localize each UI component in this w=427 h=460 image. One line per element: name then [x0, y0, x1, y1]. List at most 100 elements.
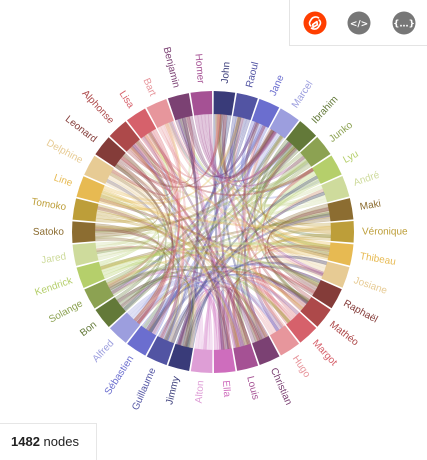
code-button[interactable]: </> [347, 11, 371, 35]
arc-thibeau[interactable] [327, 242, 354, 266]
label-hugo: Hugo [290, 354, 313, 380]
label-christian: Christian [268, 366, 294, 407]
label-alfred: Alfred [91, 338, 117, 365]
arc-delphine[interactable] [84, 155, 114, 185]
arc-guillaume[interactable] [146, 336, 175, 366]
toolbar: </> {…} [289, 0, 427, 46]
label-benjamin: Benjamin [161, 46, 182, 89]
ribbon-tomoko[interactable] [95, 214, 291, 324]
label-john: John [220, 61, 233, 84]
ribbon-bart[interactable] [166, 113, 221, 176]
arc-raphael[interactable] [312, 279, 342, 309]
ribbon-thibeau[interactable] [215, 113, 330, 253]
label-alton: Alton [194, 380, 207, 404]
arc-benjamin[interactable] [167, 93, 193, 121]
label-thibeau: Thibeau [359, 251, 396, 268]
arc-line[interactable] [76, 176, 105, 203]
ribbon-alphonse[interactable] [128, 146, 261, 342]
ribbon-lisa[interactable] [143, 134, 185, 339]
label-veronique: Véronique [362, 226, 408, 237]
label-jane: Jane [268, 73, 287, 98]
ribbon-tomoko[interactable] [96, 207, 240, 348]
arc-marcel[interactable] [269, 108, 299, 139]
node-count-badge: 1482 nodes [0, 423, 97, 460]
arc-leonard[interactable] [95, 137, 126, 167]
json-braces-icon: {…} [392, 11, 416, 35]
label-raphael: Raphaël [341, 298, 379, 325]
label-ibrahim: Ibrahim [310, 94, 341, 126]
label-alphonse: Alphonse [80, 88, 117, 126]
label-solange: Solange [47, 298, 85, 325]
label-josiane: Josiane [352, 275, 389, 297]
label-raoul: Raoul [244, 61, 261, 89]
arc-homer[interactable] [190, 91, 213, 116]
label-junko: Junko [327, 119, 355, 144]
label-maki: Maki [359, 199, 382, 213]
arc-satoko[interactable] [72, 221, 96, 243]
code-brackets-icon: </> [347, 11, 371, 35]
ribbon-jimmy[interactable] [189, 191, 326, 349]
arc-matheo[interactable] [300, 297, 331, 327]
label-lyu: Lyu [341, 149, 360, 166]
ribbon-layer [94, 113, 332, 351]
arc-solange[interactable] [84, 280, 114, 309]
ribbon-lisa[interactable] [120, 136, 174, 191]
arc-alton[interactable] [190, 348, 213, 373]
arc-tomoko[interactable] [72, 198, 99, 222]
node-count-value: 1482 [11, 434, 40, 449]
label-marcel: Marcel [290, 79, 316, 110]
ribbon-lisa[interactable] [133, 128, 181, 322]
label-line: Line [52, 173, 74, 190]
label-kendrick: Kendrick [34, 275, 75, 298]
label-ella: Ella [220, 380, 232, 398]
arc-sebastien[interactable] [127, 325, 157, 356]
label-tomoko: Tomoko [31, 197, 68, 214]
label-jared: Jared [41, 251, 67, 266]
ribbon-solange[interactable] [111, 211, 330, 297]
label-guillaume: Guillaume [130, 366, 158, 412]
logo-button[interactable] [303, 11, 327, 35]
ribbon-lisa[interactable] [136, 130, 180, 325]
label-andre: André [352, 170, 381, 189]
arc-lyu[interactable] [312, 155, 342, 184]
label-bon: Bon [78, 319, 99, 339]
arc-christian[interactable] [252, 336, 280, 366]
arc-alphonse[interactable] [109, 121, 140, 152]
arc-alfred[interactable] [109, 312, 141, 343]
arc-louis[interactable] [233, 343, 259, 371]
arc-bart[interactable] [146, 98, 174, 128]
arc-jimmy[interactable] [168, 343, 193, 371]
ribbon-tomoko[interactable] [97, 204, 268, 339]
arc-ella[interactable] [213, 348, 236, 373]
arc-jane[interactable] [251, 98, 280, 128]
ribbon-hugo[interactable] [244, 128, 286, 328]
arc-veronique[interactable] [330, 221, 354, 243]
arc-junko[interactable] [300, 137, 331, 167]
arc-margot[interactable] [286, 312, 317, 343]
label-satoko: Satoko [33, 227, 65, 238]
arc-raoul[interactable] [233, 93, 258, 121]
arc-maki[interactable] [327, 198, 354, 222]
arc-ibrahim[interactable] [285, 121, 317, 152]
ribbon-jimmy[interactable] [175, 175, 319, 346]
ribbon-line[interactable] [99, 195, 332, 230]
arc-jared[interactable] [72, 242, 99, 266]
label-leonard: Leonard [63, 114, 99, 145]
arc-bon[interactable] [95, 297, 126, 327]
data-button[interactable]: {…} [392, 11, 416, 35]
ribbon-benjamin[interactable] [178, 118, 225, 350]
ribbon-homer[interactable] [201, 114, 278, 179]
node-count-unit: nodes [43, 434, 79, 449]
arc-hugo[interactable] [269, 325, 300, 356]
arc-lisa[interactable] [126, 108, 157, 139]
ribbon-homer[interactable] [208, 113, 245, 347]
arc-john[interactable] [213, 91, 236, 116]
label-jimmy: Jimmy [164, 375, 182, 406]
svelte-logo-icon [303, 11, 327, 35]
label-louis: Louis [244, 375, 261, 401]
ribbon-leonard[interactable] [116, 161, 231, 350]
arc-andre[interactable] [321, 176, 350, 203]
arc-kendrick[interactable] [76, 261, 105, 288]
arc-josiane[interactable] [321, 261, 350, 288]
